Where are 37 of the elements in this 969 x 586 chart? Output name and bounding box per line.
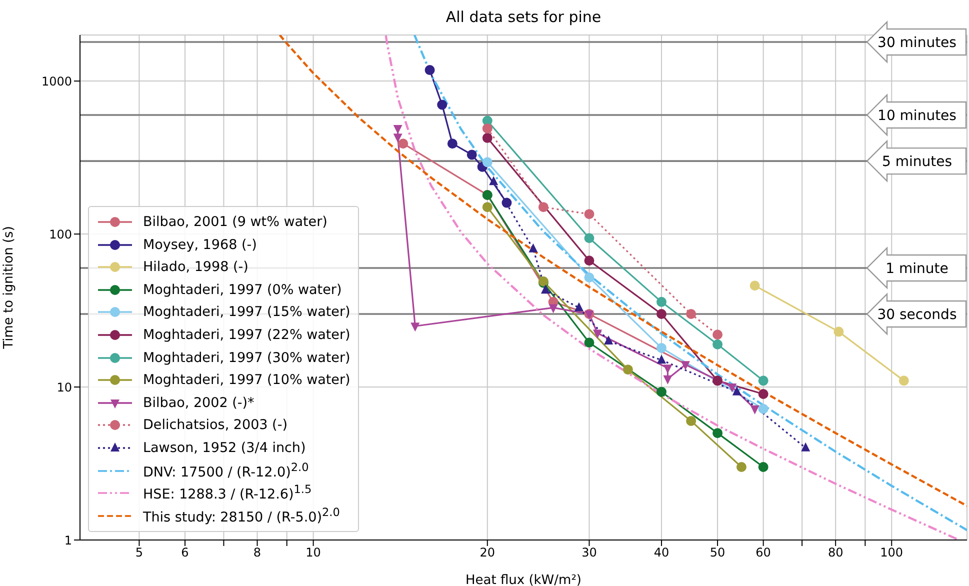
x-tick-label: 50 [710,546,726,560]
ref-line-label: 10 minutes [878,108,956,124]
y-tick-label: 10 [56,380,72,394]
y-tick-label: 100 [49,227,72,242]
x-tick-label: 6 [181,546,189,560]
ref-line-label: 1 minute [886,260,948,277]
x-tick-label: 10 [306,546,321,560]
legend-label: Hilado, 1998 (-) [143,259,248,276]
legend-label: Bilbao, 2002 (-)* [143,394,254,411]
x-axis-title: Heat flux (kW/m²) [465,573,582,586]
legend-label: Bilbao, 2001 (9 wt% water) [143,214,328,230]
legend-label: Moghtaderi, 1997 (15% water) [143,304,350,320]
ref-line-label: 5 minutes [882,154,952,170]
chart-title: All data sets for pine [446,8,602,26]
legend-label: Moghtaderi, 1997 (22% water) [143,326,350,343]
legend-label: Lawson, 1952 (3/4 inch) [143,440,306,456]
legend-label: Moghtaderi, 1997 (0% water) [143,282,342,298]
y-tick-label: 1 [64,533,72,548]
ref-line-label: 30 seconds [877,307,957,324]
legend-label: Moghtaderi, 1997 (10% water) [143,372,350,388]
x-tick-label: 8 [253,546,262,560]
x-tick-label: 60 [756,546,771,560]
x-tick-label: 5 [135,546,144,560]
ref-line-label: 30 minutes [878,35,956,51]
x-tick-label: 20 [480,546,496,560]
x-tick-label: 40 [654,546,670,560]
y-axis-title: Time to ignition (s) [2,226,17,350]
legend-label: Delichatsios, 2003 (-) [143,417,288,434]
x-tick-label: 30 [582,546,597,560]
x-tick-label: 80 [828,546,844,560]
legend-label: Moysey, 1968 (-) [143,236,257,253]
y-tick-label: 1000 [41,74,72,88]
legend-label: Moghtaderi, 1997 (30% water) [143,350,350,366]
x-tick-label: 100 [880,546,904,560]
legend-label: DNV: 17500 / (R-12.0)$^{2.0}$ [143,460,309,480]
legend-label: HSE: 1288.3 / (R-12.6)$^{1.5}$ [143,483,312,503]
legend-label: This study: 28150 / (R-5.0)$^{2.0}$ [143,506,340,526]
